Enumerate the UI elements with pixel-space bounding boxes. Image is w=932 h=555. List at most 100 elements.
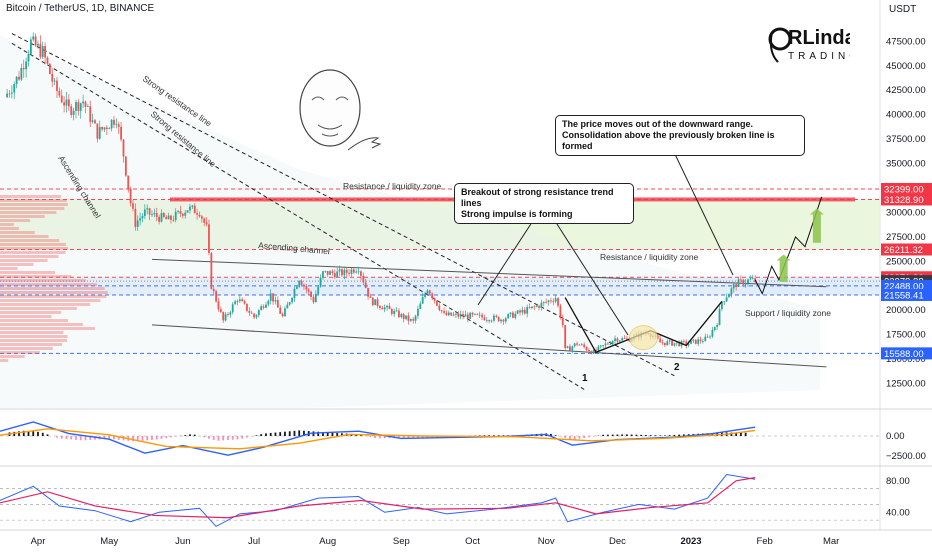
candle-body bbox=[446, 313, 448, 315]
volume-profile-bar bbox=[0, 211, 56, 214]
candle-body bbox=[101, 127, 103, 129]
x-tick-label: Nov bbox=[538, 536, 555, 547]
macd-histogram-bar bbox=[740, 433, 742, 436]
candle-body bbox=[550, 300, 552, 301]
candle-body bbox=[538, 306, 540, 308]
candle-body bbox=[199, 215, 201, 217]
candle-body bbox=[455, 314, 457, 315]
candle-body bbox=[424, 294, 426, 297]
candle-body bbox=[272, 293, 274, 301]
candle-body bbox=[695, 340, 697, 344]
candle-body bbox=[237, 301, 239, 302]
candle-body bbox=[505, 318, 507, 321]
candle-body bbox=[481, 315, 483, 318]
macd-tick-label: 0.00 bbox=[886, 431, 905, 442]
candle-body bbox=[134, 209, 136, 227]
candle-body bbox=[583, 344, 585, 347]
candle-body bbox=[146, 208, 148, 209]
macd-histogram-bar bbox=[189, 434, 191, 436]
macd-histogram-bar bbox=[279, 432, 281, 436]
macd-histogram-bar bbox=[336, 433, 338, 436]
logo-tagline: TRADING bbox=[788, 51, 850, 62]
candle-body bbox=[301, 281, 303, 285]
candle-body bbox=[443, 311, 445, 313]
candle-body bbox=[99, 127, 101, 139]
candle-body bbox=[267, 301, 269, 305]
candle-body bbox=[484, 317, 486, 320]
candle-body bbox=[669, 340, 671, 341]
candle-body bbox=[711, 330, 713, 337]
volume-profile-bar bbox=[0, 347, 53, 350]
macd-histogram-bar bbox=[275, 433, 277, 436]
price-level-label: 26211.32 bbox=[884, 245, 923, 256]
candle-body bbox=[370, 297, 372, 298]
candle-body bbox=[398, 311, 400, 317]
candle-body bbox=[82, 102, 84, 104]
volume-profile-bar bbox=[0, 311, 61, 314]
candle-body bbox=[28, 54, 30, 62]
candle-body bbox=[545, 302, 547, 303]
candle-body bbox=[747, 280, 749, 284]
macd-histogram-bar bbox=[184, 435, 186, 436]
annotation-resistance-zone-upper: Resistance / liquidity zone bbox=[343, 181, 442, 191]
candle-body bbox=[500, 320, 502, 322]
candle-body bbox=[548, 300, 550, 302]
candle-body bbox=[674, 343, 676, 345]
candle-body bbox=[576, 343, 578, 344]
macd-histogram-bar bbox=[379, 436, 381, 438]
candle-body bbox=[220, 309, 222, 312]
candle-body bbox=[609, 344, 611, 345]
price-tick-label: 17500.00 bbox=[886, 330, 926, 341]
candle-body bbox=[372, 298, 374, 305]
candle-body bbox=[175, 212, 177, 220]
candle-body bbox=[735, 284, 737, 287]
candle-body bbox=[624, 338, 626, 339]
macd-histogram-bar bbox=[360, 435, 362, 436]
volume-profile-bar bbox=[0, 215, 45, 218]
macd-histogram-bar bbox=[132, 436, 134, 441]
macd-histogram-bar bbox=[241, 436, 243, 439]
candle-body bbox=[341, 269, 343, 275]
candle-body bbox=[137, 221, 139, 227]
callout-breakout-line2: Strong impulse is forming bbox=[461, 209, 627, 220]
candle-body bbox=[89, 106, 91, 122]
candle-body bbox=[111, 120, 113, 128]
candle-body bbox=[298, 281, 300, 287]
candle-body bbox=[253, 314, 255, 318]
candle-body bbox=[438, 306, 440, 310]
candle-body bbox=[96, 123, 98, 138]
annotation-resistance-zone-lower: Resistance / liquidity zone bbox=[600, 252, 699, 262]
price-tick-label: 42500.00 bbox=[886, 85, 926, 96]
macd-histogram-bar bbox=[142, 436, 144, 441]
macd-histogram-bar bbox=[56, 436, 58, 438]
volume-profile-bar bbox=[0, 287, 105, 290]
candle-body bbox=[315, 294, 317, 302]
macd-histogram-bar bbox=[175, 436, 177, 437]
candle-body bbox=[374, 299, 376, 305]
candle-body bbox=[120, 127, 122, 140]
candle-body bbox=[730, 288, 732, 294]
annotation-point-2: 2 bbox=[674, 362, 680, 373]
candle-body bbox=[462, 314, 464, 316]
macd-histogram-bar bbox=[294, 431, 296, 436]
x-tick-label: Sep bbox=[393, 536, 410, 547]
macd-histogram-bar bbox=[213, 436, 215, 440]
candle-body bbox=[37, 44, 39, 46]
candle-body bbox=[25, 62, 27, 70]
macd-histogram-bar bbox=[208, 436, 210, 439]
candle-body bbox=[80, 103, 82, 111]
candle-body bbox=[132, 203, 134, 208]
volume-profile-bar bbox=[0, 279, 86, 282]
macd-histogram-bar bbox=[631, 435, 633, 436]
candle-body bbox=[225, 314, 227, 320]
macd-histogram-bar bbox=[636, 435, 638, 436]
candle-body bbox=[275, 300, 277, 301]
callout-breakout: Breakout of strong resistance trend line… bbox=[454, 183, 634, 224]
candle-body bbox=[343, 270, 345, 276]
macd-histogram-bar bbox=[664, 435, 666, 436]
candle-body bbox=[139, 218, 141, 220]
candle-body bbox=[590, 351, 592, 353]
candle-body bbox=[586, 347, 588, 350]
candle-body bbox=[498, 317, 500, 321]
